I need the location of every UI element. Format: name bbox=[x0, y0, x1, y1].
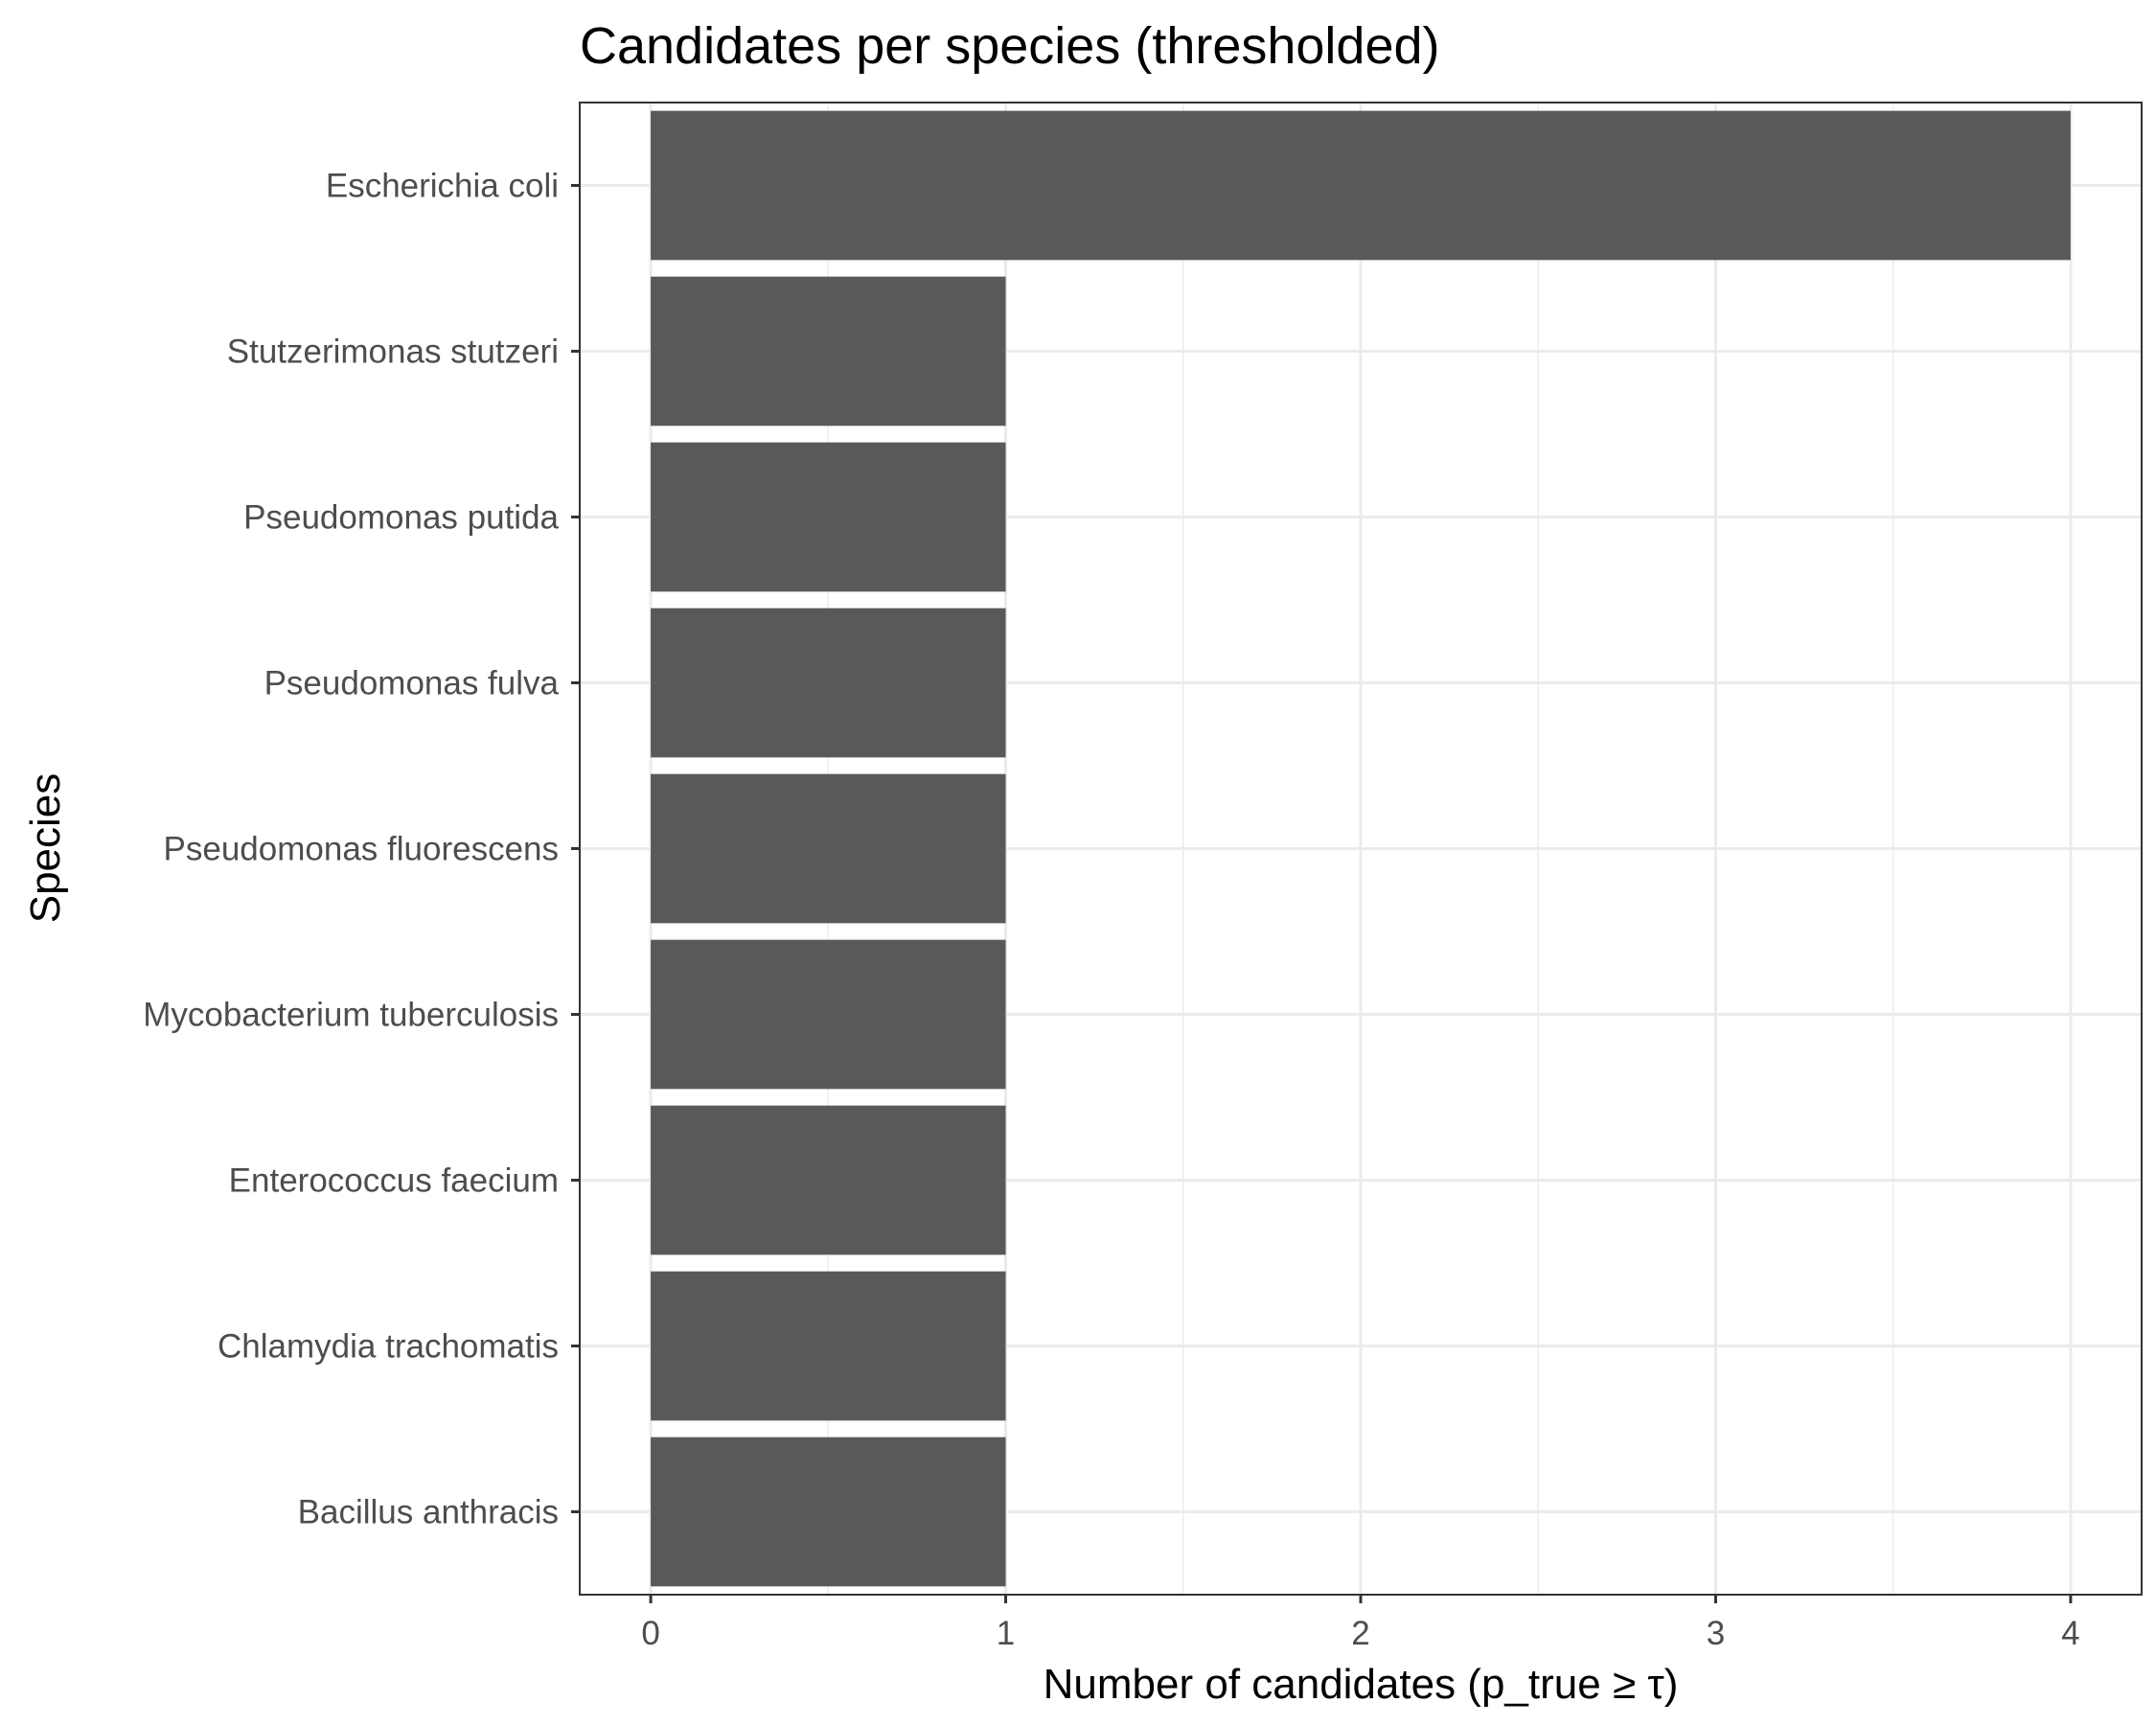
bar bbox=[651, 608, 1006, 758]
bar bbox=[651, 442, 1006, 592]
x-tick-label: 1 bbox=[997, 1615, 1015, 1652]
bar bbox=[651, 1271, 1006, 1421]
x-tick-label: 2 bbox=[1351, 1615, 1369, 1652]
bar bbox=[651, 773, 1006, 924]
y-tick-label: Mycobacterium tuberculosis bbox=[143, 997, 559, 1034]
y-tick-label: Stutzerimonas stutzeri bbox=[227, 334, 559, 371]
y-tick-label: Pseudomonas fulva bbox=[264, 665, 560, 702]
chart-title: Candidates per species (thresholded) bbox=[580, 17, 1440, 75]
bars-layer bbox=[651, 110, 2071, 1587]
y-tick-label: Pseudomonas putida bbox=[243, 499, 559, 537]
bar bbox=[651, 110, 2071, 261]
x-tick-label: 3 bbox=[1707, 1615, 1725, 1652]
y-tick-label: Bacillus anthracis bbox=[298, 1494, 559, 1531]
y-axis: Escherichia coli Stutzerimonas stutzeri Ps… bbox=[143, 168, 580, 1531]
y-tick-label: Pseudomonas fluorescens bbox=[164, 831, 559, 868]
y-tick-label: Chlamydia trachomatis bbox=[218, 1328, 559, 1366]
x-axis-title: Number of candidates (p_true ≥ τ) bbox=[1044, 1661, 1679, 1708]
x-tick-label: 0 bbox=[641, 1615, 659, 1652]
y-tick-label: Enterococcus faecium bbox=[229, 1162, 559, 1200]
bar bbox=[651, 939, 1006, 1090]
bar bbox=[651, 1437, 1006, 1587]
x-axis: 0 1 2 3 4 bbox=[641, 1595, 2080, 1652]
x-tick-label: 4 bbox=[2061, 1615, 2079, 1652]
bar bbox=[651, 276, 1006, 426]
y-tick-label: Escherichia coli bbox=[326, 168, 559, 205]
y-axis-title: Species bbox=[22, 773, 69, 924]
bar bbox=[651, 1105, 1006, 1255]
